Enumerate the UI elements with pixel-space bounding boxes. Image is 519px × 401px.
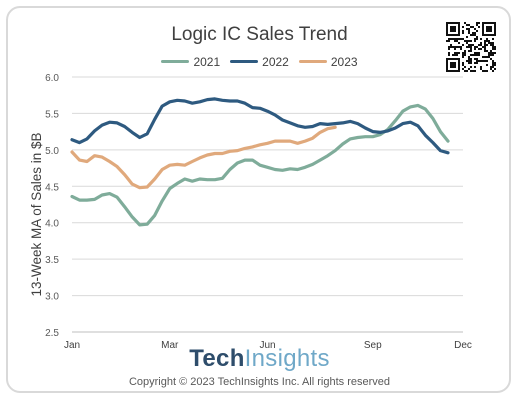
chart-legend: 2021 2022 2023	[0, 52, 519, 69]
copyright-text: Copyright © 2023 TechInsights Inc. All r…	[128, 376, 391, 388]
legend-label: 2022	[262, 54, 289, 69]
x-tick-label: Jun	[259, 340, 275, 351]
x-tick-label: Dec	[454, 340, 472, 351]
x-tick-label: Sep	[364, 340, 382, 351]
techinsights-logo: TechInsights	[0, 345, 519, 373]
x-axis-ticks: Jan Mar Jun Sep Dec	[64, 340, 472, 351]
legend-item-2022: 2022	[230, 55, 289, 69]
qr-code-icon	[446, 22, 496, 72]
y-tick-label: 5.5	[45, 109, 59, 120]
y-axis-label: 13-Week MA of Sales in $B	[29, 132, 44, 296]
series-line-2022	[70, 97, 450, 155]
y-tick-label: 4.0	[45, 219, 59, 230]
legend-swatch	[298, 60, 327, 63]
y-tick-label: 5.0	[45, 146, 59, 157]
logo-text-tech: Tech	[189, 345, 245, 372]
x-tick-label: Mar	[161, 340, 179, 351]
y-tick-label: 4.5	[45, 182, 59, 193]
series-line-2021	[70, 103, 450, 227]
legend-swatch	[161, 60, 190, 63]
legend-label: 2021	[193, 54, 221, 69]
grid-lines	[72, 76, 463, 333]
y-tick-label: 6.0	[45, 73, 59, 84]
series-lines	[70, 97, 450, 227]
legend-item-2021: 2021	[161, 55, 220, 69]
series-line-2023	[70, 125, 337, 190]
legend-label: 2023	[330, 54, 358, 69]
y-tick-label: 3.0	[45, 292, 59, 303]
x-tick-label: Jan	[64, 340, 80, 351]
y-axis-ticks: 6.0 5.5 5.0 4.5 4.0 3.5 3.0 2.5	[45, 73, 59, 339]
y-tick-label: 3.5	[45, 255, 59, 266]
logo-text-insights: Insights	[244, 345, 330, 372]
legend-swatch	[230, 60, 259, 63]
chart-title: Logic IC Sales Trend	[171, 24, 348, 45]
y-tick-label: 2.5	[45, 328, 59, 339]
legend-item-2023: 2023	[298, 54, 358, 69]
